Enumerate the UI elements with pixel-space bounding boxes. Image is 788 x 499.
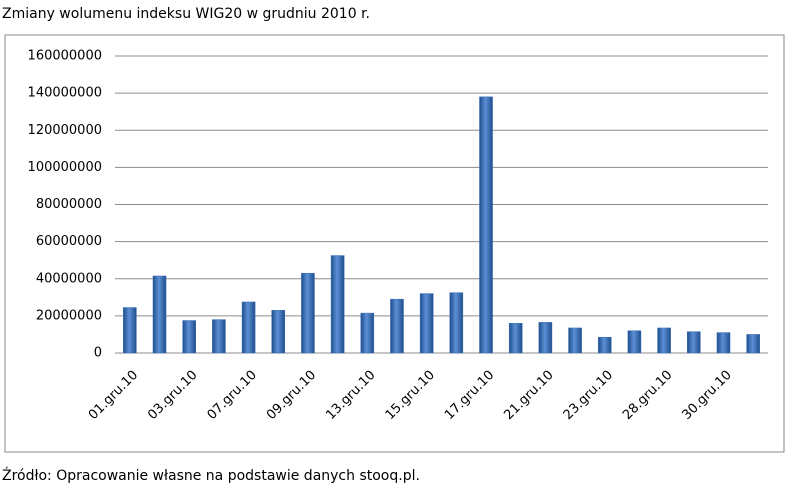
x-tick-label: 01.gru.10 [86, 368, 141, 423]
x-tick-label: 28.gru.10 [620, 368, 675, 423]
bar [538, 322, 553, 354]
bar [182, 320, 196, 354]
bar [241, 301, 256, 354]
bar [271, 310, 286, 354]
bar [687, 331, 701, 354]
x-tick-label: 03.gru.10 [145, 368, 200, 423]
chart-title: Zmiany wolumenu indeksu WIG20 w grudniu … [2, 6, 370, 22]
x-tick-label: 30.gru.10 [679, 368, 734, 423]
bar [627, 330, 642, 354]
y-tick-label: 40000000 [36, 271, 102, 286]
bar [449, 292, 464, 354]
bar [390, 298, 404, 354]
bar [152, 275, 167, 354]
bar [301, 272, 315, 354]
x-tick-label: 21.gru.10 [501, 368, 556, 423]
x-tick-label: 07.gru.10 [205, 368, 260, 423]
y-tick-label: 100000000 [28, 160, 102, 175]
y-tick-label: 160000000 [28, 49, 102, 64]
bar [657, 327, 671, 354]
bar [479, 96, 493, 354]
chart-frame [4, 34, 785, 453]
bar [360, 312, 375, 354]
bar [330, 255, 345, 354]
bar [568, 327, 582, 354]
bar [597, 336, 612, 354]
y-tick-label: 120000000 [28, 123, 102, 138]
y-tick-label: 0 [94, 346, 102, 361]
bar [419, 293, 434, 354]
x-tick-label: 09.gru.10 [264, 368, 319, 423]
source-note: Źródło: Opracowanie własne na podstawie … [2, 466, 420, 484]
bar [123, 307, 137, 354]
x-tick-label: 17.gru.10 [442, 368, 497, 423]
y-tick-label: 140000000 [28, 86, 102, 101]
bar [508, 323, 523, 354]
y-tick-label: 20000000 [36, 308, 102, 323]
bar [746, 334, 760, 354]
x-tick-label: 15.gru.10 [383, 368, 438, 423]
bar [212, 319, 226, 354]
y-tick-label: 80000000 [36, 197, 102, 212]
x-tick-label: 23.gru.10 [561, 368, 616, 423]
y-tick-label: 60000000 [36, 234, 102, 249]
bar [716, 332, 731, 354]
x-tick-label: 13.gru.10 [323, 368, 378, 423]
